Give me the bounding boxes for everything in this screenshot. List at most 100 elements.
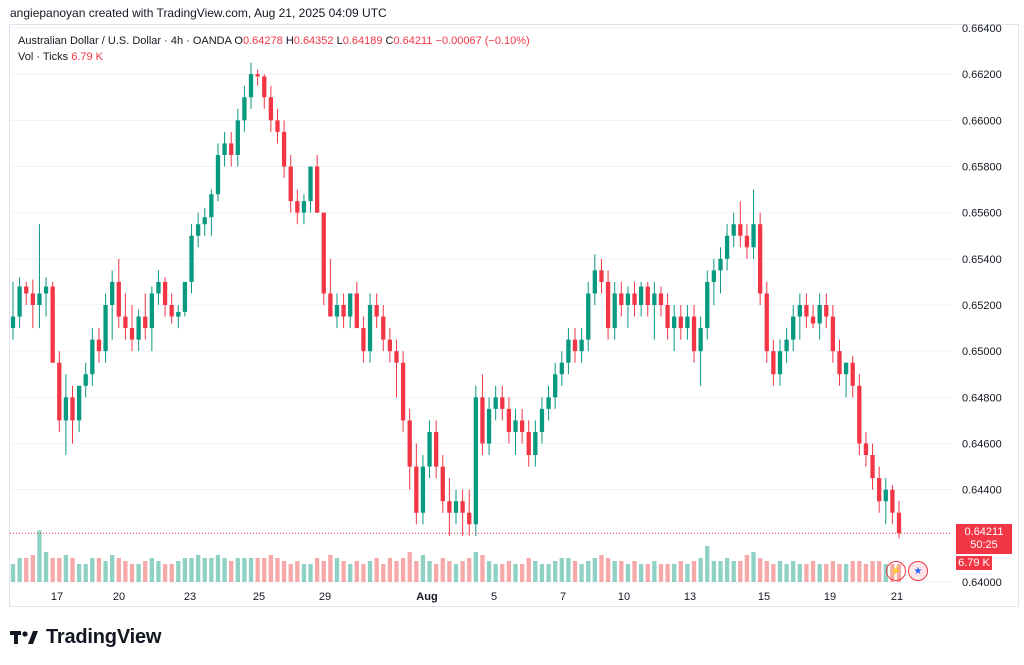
candle-body bbox=[480, 397, 485, 444]
volume-bar bbox=[103, 561, 108, 582]
volume-bar bbox=[136, 564, 141, 582]
candle-body bbox=[209, 194, 214, 218]
volume-bar bbox=[579, 564, 584, 582]
candle-body bbox=[698, 328, 703, 352]
candle-body bbox=[533, 431, 538, 456]
legend-volume-label[interactable]: Vol · Ticks bbox=[18, 51, 69, 63]
volume-bar bbox=[255, 558, 260, 582]
legend-ohlc-line: Australian Dollar / U.S. Dollar · 4h · O… bbox=[18, 33, 530, 49]
volume-bar bbox=[394, 561, 399, 582]
volume-bar bbox=[711, 561, 717, 582]
volume-bar bbox=[592, 558, 597, 582]
volume-bar bbox=[605, 558, 611, 582]
y-tick-label: 0.65600 bbox=[962, 208, 1002, 220]
x-tick-label: 7 bbox=[560, 591, 566, 603]
candle-body bbox=[843, 362, 849, 375]
candle-body bbox=[738, 224, 743, 236]
candle-body bbox=[440, 466, 445, 502]
volume-bar bbox=[870, 561, 875, 582]
volume-bar bbox=[50, 558, 55, 582]
volume-bar bbox=[837, 564, 842, 582]
candle-body bbox=[123, 316, 128, 329]
volume-bar bbox=[625, 564, 631, 582]
candle-body bbox=[169, 305, 174, 317]
volume-bar bbox=[414, 561, 419, 582]
x-tick-label: 25 bbox=[253, 591, 265, 603]
legend-open-value: 0.64278 bbox=[242, 35, 283, 47]
volume-bar bbox=[566, 558, 571, 582]
legend-symbol[interactable]: Australian Dollar / U.S. Dollar · 4h · O… bbox=[18, 35, 232, 47]
volume-bar bbox=[804, 564, 809, 582]
candle-body bbox=[572, 339, 578, 352]
volume-bar bbox=[665, 564, 670, 582]
volume-bar bbox=[467, 558, 472, 582]
y-tick-label: 0.66200 bbox=[962, 69, 1002, 81]
candle-body bbox=[751, 224, 756, 248]
chart-frame[interactable] bbox=[9, 24, 1019, 607]
volume-bar bbox=[486, 561, 492, 582]
candle-body bbox=[586, 293, 591, 340]
candle-body bbox=[467, 512, 472, 525]
tradingview-logo[interactable]: TradingView bbox=[10, 626, 161, 649]
candle-body bbox=[804, 305, 809, 317]
legend-close-label: C bbox=[385, 35, 394, 47]
volume-bar bbox=[724, 558, 730, 582]
candle-body bbox=[559, 362, 564, 375]
y-tick-label: 0.66000 bbox=[962, 115, 1002, 127]
lightning-icon[interactable]: ⚡ bbox=[886, 561, 906, 581]
candle-body bbox=[235, 120, 240, 155]
volume-bar bbox=[10, 564, 16, 582]
candle-body bbox=[830, 316, 836, 352]
candle-body bbox=[70, 397, 75, 421]
candle-body bbox=[268, 97, 274, 121]
x-tick-label: Aug bbox=[416, 591, 437, 603]
volume-bar bbox=[90, 558, 95, 582]
us-flag-icon[interactable]: ★ bbox=[908, 561, 928, 581]
candle-body bbox=[361, 328, 366, 352]
candle-body bbox=[810, 316, 816, 324]
volume-bar bbox=[731, 561, 736, 582]
volume-bar bbox=[229, 561, 234, 582]
volume-bar bbox=[718, 561, 723, 582]
candle-body bbox=[374, 305, 379, 317]
volume-bar bbox=[830, 561, 836, 582]
volume-bar bbox=[110, 555, 115, 582]
candle-body bbox=[777, 351, 783, 375]
event-badges[interactable]: ⚡ ★ bbox=[886, 561, 928, 581]
volume-bar bbox=[691, 561, 697, 582]
candle-body bbox=[797, 305, 802, 317]
candle-body bbox=[500, 397, 505, 409]
volume-bar bbox=[777, 561, 783, 582]
volume-bar bbox=[460, 561, 465, 582]
candle-body bbox=[632, 293, 637, 305]
volume-bar bbox=[295, 561, 300, 582]
candle-body bbox=[771, 351, 776, 375]
candle-body bbox=[57, 362, 62, 421]
volume-bar bbox=[764, 561, 769, 582]
candle-body bbox=[341, 305, 346, 317]
volume-bar bbox=[513, 564, 518, 582]
candle-body bbox=[619, 293, 624, 305]
candle-body bbox=[24, 286, 29, 294]
candle-body bbox=[447, 501, 452, 513]
x-tick-label: 5 bbox=[491, 591, 497, 603]
volume-bar bbox=[771, 564, 776, 582]
y-tick-label: 0.64400 bbox=[962, 485, 1002, 497]
volume-bar bbox=[281, 561, 287, 582]
volume-bar bbox=[123, 561, 128, 582]
volume-bar bbox=[500, 564, 505, 582]
volume-bar bbox=[586, 561, 591, 582]
candle-body bbox=[248, 74, 254, 98]
candle-body bbox=[229, 143, 234, 155]
volume-bar bbox=[698, 558, 703, 582]
legend-change: −0.00067 (−0.10%) bbox=[435, 35, 530, 47]
volume-bar bbox=[334, 558, 340, 582]
candle-body bbox=[420, 466, 426, 513]
volume-bar bbox=[473, 552, 478, 582]
volume-bar bbox=[341, 561, 346, 582]
candle-body bbox=[592, 270, 597, 294]
candle-body bbox=[473, 397, 478, 525]
volume-bar bbox=[169, 564, 174, 582]
y-tick-label: 0.66400 bbox=[962, 23, 1002, 35]
